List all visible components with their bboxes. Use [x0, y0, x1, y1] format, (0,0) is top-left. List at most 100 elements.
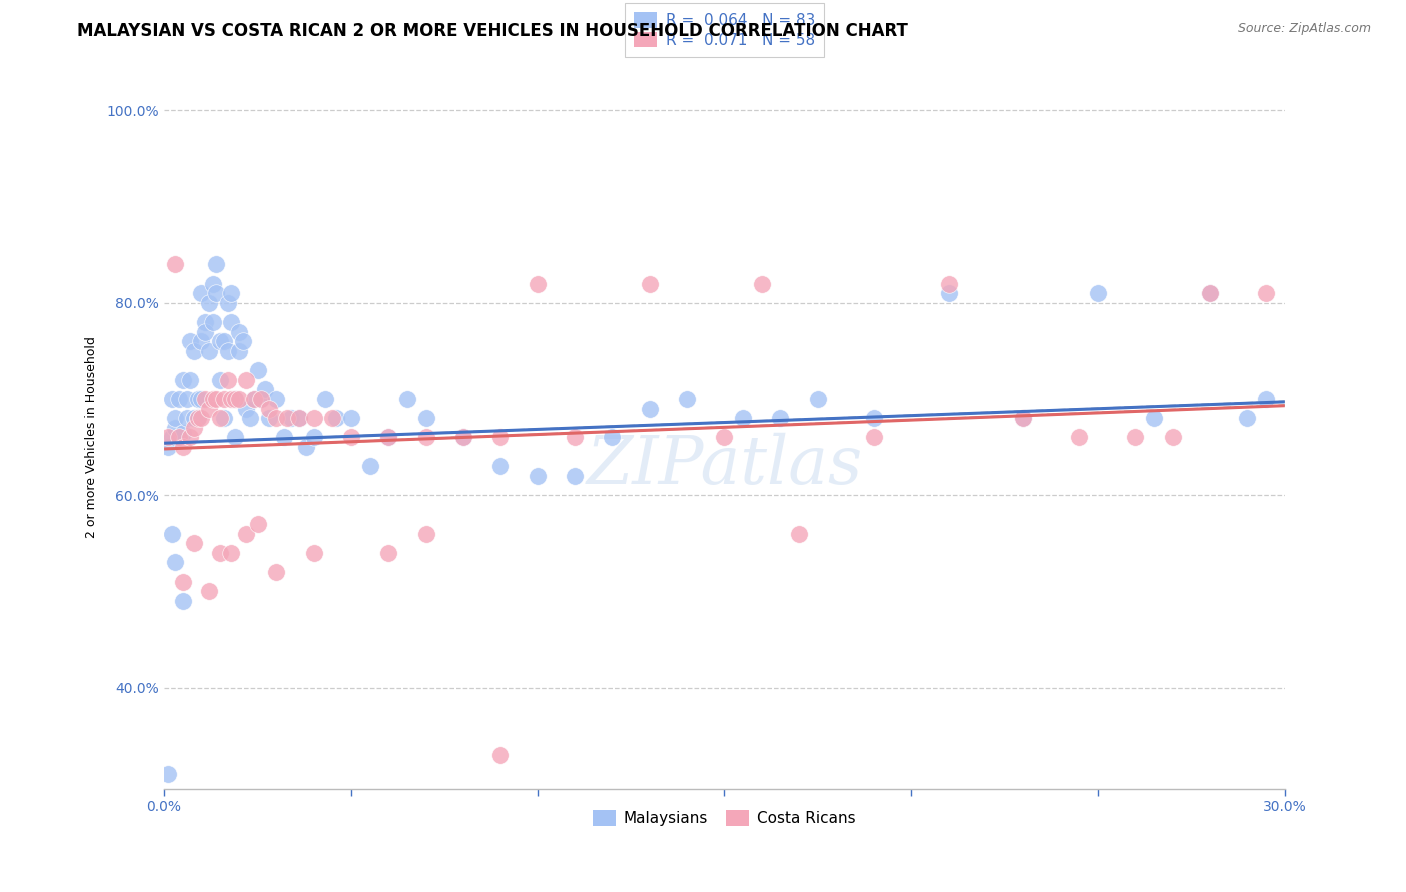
Point [209, 373, 232, 387]
Point [224, 392, 246, 406]
Point [564, 469, 586, 483]
Point [638, 401, 661, 416]
Point [165, 421, 187, 435]
Point [863, 430, 886, 444]
Point [176, 392, 198, 406]
Point [224, 392, 246, 406]
Point [1254, 392, 1277, 406]
Point [235, 526, 257, 541]
Point [172, 574, 194, 589]
Point [228, 392, 250, 406]
Point [377, 430, 399, 444]
Point [257, 411, 280, 425]
Point [415, 526, 437, 541]
Point [489, 747, 512, 762]
Point [638, 277, 661, 291]
Point [1087, 286, 1109, 301]
Point [451, 430, 474, 444]
Point [194, 325, 217, 339]
Point [209, 411, 232, 425]
Point [205, 286, 228, 301]
Point [232, 334, 254, 349]
Point [1199, 286, 1222, 301]
Point [201, 392, 224, 406]
Point [769, 411, 792, 425]
Point [526, 469, 548, 483]
Point [733, 411, 755, 425]
Point [302, 430, 325, 444]
Point [205, 392, 228, 406]
Point [190, 334, 212, 349]
Point [253, 382, 276, 396]
Legend: Malaysians, Costa Ricans: Malaysians, Costa Ricans [585, 802, 863, 833]
Point [160, 526, 183, 541]
Point [264, 411, 287, 425]
Point [489, 459, 512, 474]
Point [250, 392, 273, 406]
Point [165, 411, 187, 425]
Point [787, 526, 810, 541]
Point [1125, 430, 1147, 444]
Text: ZIPatlas: ZIPatlas [586, 433, 862, 498]
Point [340, 430, 363, 444]
Point [201, 315, 224, 329]
Point [212, 334, 235, 349]
Point [217, 295, 239, 310]
Point [415, 411, 437, 425]
Point [228, 343, 250, 358]
Point [194, 315, 217, 329]
Point [1236, 411, 1258, 425]
Point [264, 392, 287, 406]
Point [1069, 430, 1091, 444]
Point [160, 430, 183, 444]
Y-axis label: 2 or more Vehicles in Household: 2 or more Vehicles in Household [86, 336, 98, 539]
Point [377, 430, 399, 444]
Point [187, 392, 209, 406]
Point [1161, 430, 1184, 444]
Point [273, 430, 295, 444]
Point [676, 392, 699, 406]
Point [325, 411, 347, 425]
Point [415, 430, 437, 444]
Point [295, 440, 318, 454]
Point [198, 401, 221, 416]
Point [165, 556, 187, 570]
Point [209, 334, 232, 349]
Point [194, 392, 217, 406]
Point [713, 430, 735, 444]
Point [179, 430, 201, 444]
Point [246, 363, 269, 377]
Point [235, 401, 257, 416]
Point [179, 373, 201, 387]
Point [564, 430, 586, 444]
Point [1254, 286, 1277, 301]
Point [1012, 411, 1035, 425]
Point [160, 392, 183, 406]
Point [280, 411, 302, 425]
Point [489, 430, 512, 444]
Point [235, 373, 257, 387]
Point [183, 421, 205, 435]
Point [156, 430, 179, 444]
Point [302, 546, 325, 560]
Point [201, 277, 224, 291]
Point [1012, 411, 1035, 425]
Point [276, 411, 298, 425]
Point [190, 392, 212, 406]
Point [179, 334, 201, 349]
Point [395, 392, 418, 406]
Point [314, 392, 336, 406]
Point [190, 286, 212, 301]
Point [602, 430, 624, 444]
Point [938, 286, 960, 301]
Point [321, 411, 343, 425]
Point [451, 430, 474, 444]
Point [1199, 286, 1222, 301]
Point [198, 584, 221, 599]
Point [242, 392, 264, 406]
Point [221, 546, 243, 560]
Point [212, 411, 235, 425]
Point [751, 277, 773, 291]
Point [172, 373, 194, 387]
Point [221, 315, 243, 329]
